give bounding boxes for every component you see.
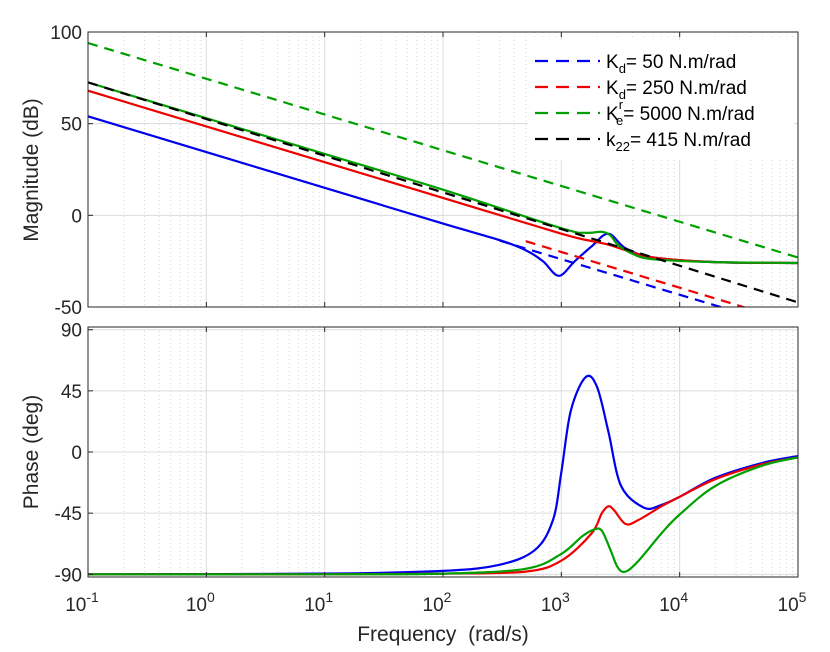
- magnitude-y-tick-label: 0: [71, 206, 82, 227]
- magnitude-series-line: [88, 89, 798, 265]
- phase-y-tick-label: 0: [71, 443, 82, 464]
- magnitude-y-tick-label: 100: [50, 23, 82, 44]
- phase-panel: -90 -45 0 45 90 10-1 100 101 102 103 104 105 Phase…: [20, 321, 807, 646]
- magnitude-series-line: [88, 81, 798, 304]
- magnitude-y-label: Magnitude (dB): [20, 98, 43, 242]
- magnitude-series-line: [499, 239, 725, 307]
- magnitude-y-tick-label: -50: [55, 298, 82, 319]
- x-tick-label: 10-1: [65, 589, 99, 616]
- x-tick-label: 100: [186, 589, 215, 616]
- phase-y-tick-label: 45: [61, 382, 82, 403]
- magnitude-y-ticks: -50 0 50 100: [50, 23, 799, 319]
- x-tick-label: 103: [541, 589, 570, 616]
- legend-box: [528, 40, 794, 160]
- frequency-x-ticks: 10-1 100 101 102 103 104 105: [65, 589, 806, 616]
- phase-y-label: Phase (deg): [20, 395, 43, 509]
- phase-y-tick-label: -45: [55, 504, 82, 525]
- phase-grid: [87, 327, 799, 577]
- legend-entry: Kr e= 5000 N.m/rad: [606, 97, 755, 128]
- phase-y-ticks: -90 -45 0 45 90: [55, 321, 799, 586]
- x-tick-label: 105: [778, 589, 807, 616]
- frequency-x-label: Frequency (rad/s): [357, 623, 529, 646]
- magnitude-series-line: [525, 240, 748, 307]
- legend-entry: k22= 415 N.m/rad: [606, 130, 751, 154]
- legend-entry: Kd= 50 N.m/rad: [606, 52, 736, 76]
- x-tick-label: 102: [423, 589, 452, 616]
- phase-series: [88, 374, 798, 576]
- x-tick-label: 101: [304, 589, 333, 616]
- phase-y-tick-label: -90: [55, 565, 82, 586]
- magnitude-y-tick-label: 50: [61, 115, 82, 136]
- phase-y-tick-label: 90: [61, 321, 82, 342]
- legend-entry: Kd= 250 N.m/rad: [606, 78, 747, 102]
- phase-series-line: [88, 456, 798, 576]
- magnitude-series: [88, 41, 798, 307]
- magnitude-series-line: [88, 41, 798, 259]
- magnitude-series-line: [88, 81, 798, 265]
- x-tick-label: 104: [659, 589, 688, 616]
